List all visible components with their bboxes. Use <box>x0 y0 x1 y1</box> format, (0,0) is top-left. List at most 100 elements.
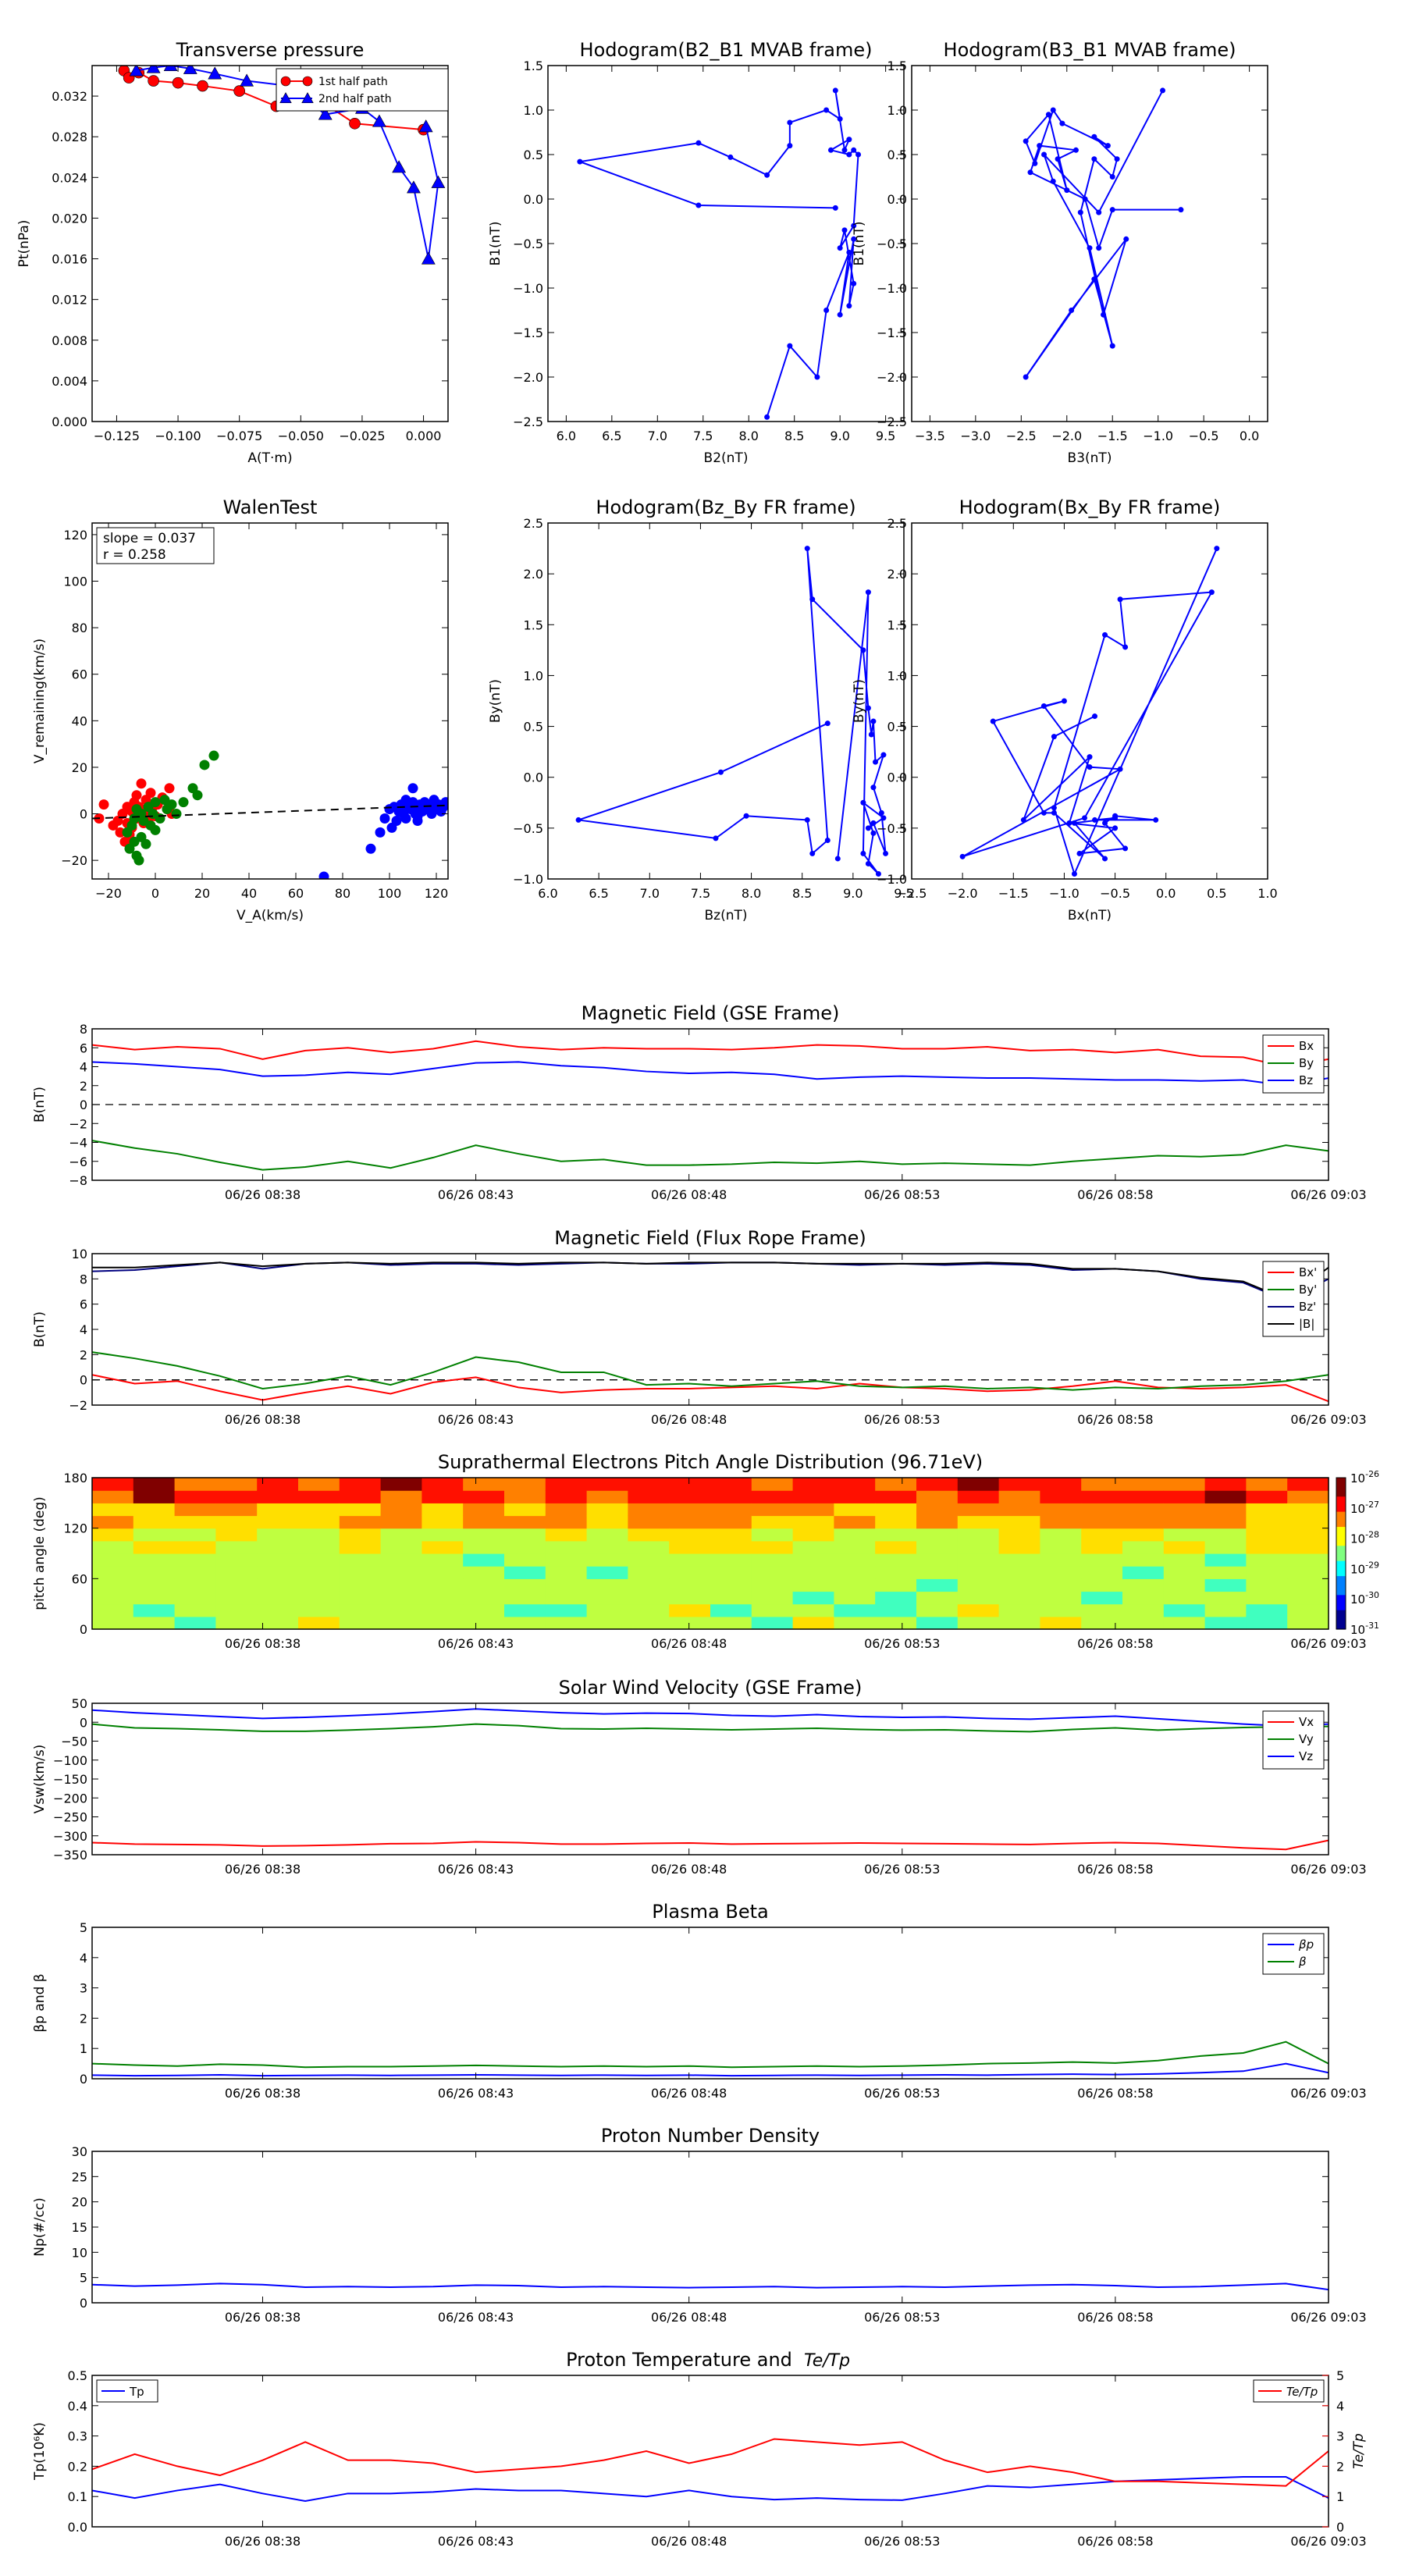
plot-frame <box>91 1477 1329 1630</box>
heatmap-cell <box>1163 1490 1206 1503</box>
heatmap-cell <box>215 1503 258 1517</box>
data-point <box>1082 196 1088 202</box>
data-point <box>873 759 879 765</box>
heatmap-cell <box>1122 1515 1165 1529</box>
chart-bgse: −8 −6 −4 −2 0 2 4 6 8 06/26 08:38 06/26 08:43 06/26… <box>32 1002 1367 1202</box>
y-right-tick-label: 3 <box>1336 2429 1344 2444</box>
series-line <box>92 1261 1329 1300</box>
data-point <box>1023 374 1029 380</box>
x-tick-label: 06/26 08:53 <box>864 1412 940 1427</box>
data-point <box>1087 754 1093 760</box>
data-point <box>1071 820 1077 826</box>
data-point <box>1040 809 1047 816</box>
x-tick-label: 0.000 <box>406 429 442 443</box>
heatmap-cell <box>174 1503 216 1517</box>
heatmap-cell <box>174 1578 216 1592</box>
heatmap-cell <box>1081 1515 1123 1529</box>
heatmap-cell <box>834 1616 876 1630</box>
chart-h3: −1.0 −0.5 0.0 0.5 1.0 1.5 2.0 2.5 6.0 6.5 7.0 7.5 8.… <box>488 496 914 923</box>
heatmap-cell <box>380 1528 422 1542</box>
data-point <box>1041 151 1048 158</box>
heatmap-cell <box>545 1591 588 1605</box>
data-point <box>787 343 793 349</box>
heatmap-cell <box>257 1515 299 1529</box>
x-axis-label: Bx(nT) <box>1068 908 1112 923</box>
heatmap-cell <box>792 1528 834 1542</box>
chart-title: Hodogram(B3_B1 MVAB frame) <box>944 39 1236 61</box>
data-point <box>1112 815 1119 821</box>
heatmap-cell <box>586 1503 628 1517</box>
heatmap-cell <box>1122 1528 1165 1542</box>
colorbar-step <box>1336 1550 1346 1554</box>
heatmap-cell <box>1204 1566 1247 1579</box>
heatmap-cell <box>504 1478 546 1491</box>
heatmap-cell <box>504 1591 546 1605</box>
x-tick-label: 06/26 08:58 <box>1077 1862 1153 1877</box>
x-tick-label: 06/26 08:38 <box>225 1862 301 1877</box>
heatmap-cell <box>92 1616 134 1630</box>
x-tick-label: 06/26 08:58 <box>1077 1187 1153 1202</box>
heatmap-cell <box>215 1603 258 1617</box>
data-point <box>1178 207 1184 213</box>
y-tick-label: 6 <box>80 1297 87 1312</box>
data-point <box>841 227 848 233</box>
colorbar-step <box>1336 1557 1346 1562</box>
data-point <box>764 172 770 178</box>
y-tick-label: 5 <box>80 2271 87 2286</box>
data-point <box>1109 207 1115 213</box>
heatmap-cell <box>215 1553 258 1567</box>
data-point <box>1123 236 1129 242</box>
data-point <box>695 202 702 208</box>
heatmap-cell <box>628 1490 670 1503</box>
heatmap-cell <box>422 1553 464 1567</box>
series-line <box>92 1374 1329 1403</box>
heatmap-cell <box>422 1490 464 1503</box>
heatmap-cell <box>1122 1603 1165 1617</box>
data-point <box>880 815 887 821</box>
heatmap-cell <box>1122 1616 1165 1630</box>
colorbar-label: 10-28 <box>1350 1530 1379 1546</box>
heatmap-cell <box>586 1553 628 1567</box>
data-point <box>824 837 831 843</box>
legend-label: Bx' <box>1299 1265 1317 1279</box>
scatter-point <box>155 813 165 824</box>
heatmap-cell <box>257 1490 299 1503</box>
y-tick-label: −2.5 <box>513 415 543 429</box>
heatmap-cell <box>1287 1603 1329 1617</box>
heatmap-cell <box>1163 1515 1206 1529</box>
heatmap-cell <box>133 1578 176 1592</box>
heatmap-cell <box>174 1616 216 1630</box>
legend: Vx Vy Vz <box>1262 1710 1325 1770</box>
y-tick-label: 4 <box>80 1322 87 1337</box>
colorbar-step <box>1336 1621 1346 1626</box>
heatmap-cell <box>998 1566 1040 1579</box>
heatmap-cell <box>875 1478 917 1491</box>
heatmap-cell <box>339 1515 382 1529</box>
heatmap-cell <box>1246 1553 1288 1567</box>
heatmap-cell <box>1163 1566 1206 1579</box>
heatmap-cell <box>380 1591 422 1605</box>
heatmap-cell <box>586 1515 628 1529</box>
colorbar-step <box>1336 1485 1346 1490</box>
data-point <box>875 870 881 877</box>
heatmap-cell <box>298 1515 340 1529</box>
heatmap-cell <box>339 1478 382 1491</box>
data-point <box>1208 589 1215 596</box>
x-tick-label: 06/26 08:43 <box>438 1862 514 1877</box>
heatmap-cell <box>92 1566 134 1579</box>
heatmap-cell <box>422 1515 464 1529</box>
data-point <box>1040 703 1047 710</box>
plot-frame <box>91 1927 1329 2080</box>
x-tick-label: 06/26 08:48 <box>651 1412 727 1427</box>
heatmap-cell <box>174 1566 216 1579</box>
data-point <box>846 137 852 143</box>
heatmap-cell <box>792 1540 834 1554</box>
data-point <box>1077 209 1083 215</box>
heatmap-cell <box>422 1603 464 1617</box>
x-tick-label: 06/26 09:03 <box>1290 1412 1366 1427</box>
heatmap-cell <box>1122 1553 1165 1567</box>
x-tick-label: −0.5 <box>1100 886 1130 901</box>
y-right-tick-label: 0 <box>1336 2520 1344 2535</box>
heatmap-cell <box>215 1616 258 1630</box>
